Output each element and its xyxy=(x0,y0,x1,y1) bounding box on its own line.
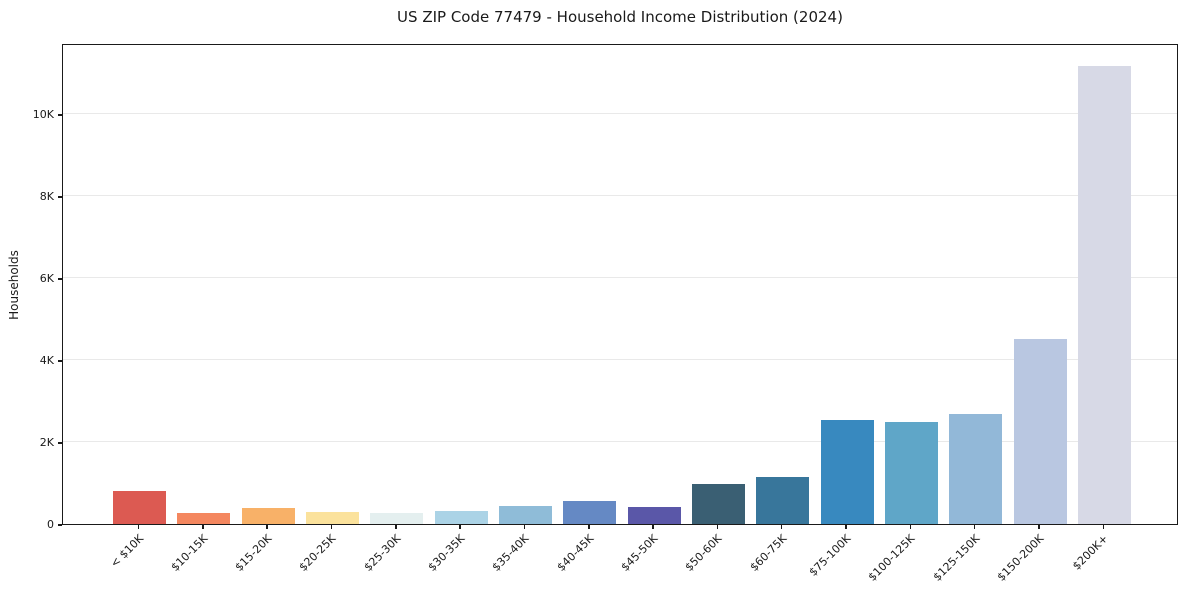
x-tick-mark-2 xyxy=(202,525,204,529)
gridline-8K xyxy=(63,194,1177,196)
x-tick-label-6: $30-35K xyxy=(425,532,468,574)
bar-3 xyxy=(241,508,295,524)
bar-5 xyxy=(370,513,424,524)
x-tick-mark-14 xyxy=(974,525,976,529)
x-tick-mark-10 xyxy=(716,525,719,529)
x-tick-label-9: $45-50K xyxy=(618,532,661,574)
y-tick-label-6K: 6K xyxy=(39,271,54,285)
x-tick-label-15: $150-200K xyxy=(994,532,1047,584)
x-tick-label-8: $40-45K xyxy=(554,532,597,574)
y-tick-mark-6K xyxy=(58,278,62,280)
x-tick-label-5: $25-30K xyxy=(361,532,404,574)
bar-7 xyxy=(498,505,552,524)
y-tick-mark-0 xyxy=(58,524,62,526)
x-tick-mark-7 xyxy=(523,525,526,529)
x-tick-label-13: $100-125K xyxy=(865,532,918,584)
bar-9 xyxy=(627,506,681,524)
gridline-2K xyxy=(63,441,1177,442)
bar-4 xyxy=(305,512,359,524)
bar-10 xyxy=(691,484,745,524)
bar-2 xyxy=(177,512,231,524)
x-tick-label-11: $60-75K xyxy=(747,532,790,574)
x-axis-label-strip: < $10K $10-15K $15-20K $20-25K $25-30K $30-35… xyxy=(62,532,1178,590)
y-tick-label-2K: 2K xyxy=(39,435,54,449)
bar-12 xyxy=(820,420,874,524)
bar-1 xyxy=(113,490,166,524)
y-tick-label-10K: 10K xyxy=(32,107,54,121)
gridline-10K xyxy=(63,112,1177,114)
x-tick-mark-9 xyxy=(652,525,654,529)
chart-title: US ZIP Code 77479 - Household Income Dis… xyxy=(397,8,843,26)
y-tick-label-4K: 4K xyxy=(39,353,54,367)
x-tick-mark-16 xyxy=(1102,525,1105,529)
x-tick-mark-12 xyxy=(845,525,847,529)
bar-14 xyxy=(949,413,1003,524)
x-tick-label-4: $20-25K xyxy=(296,532,339,574)
x-tick-mark-5 xyxy=(395,525,397,529)
y-tick-mark-8K xyxy=(58,196,62,198)
y-tick-label-0: 0 xyxy=(47,518,54,531)
x-tick-mark-6 xyxy=(459,525,461,529)
bar-11 xyxy=(756,476,810,524)
x-tick-mark-1 xyxy=(137,525,140,529)
bar-8 xyxy=(563,501,617,524)
y-tick-mark-2K xyxy=(58,442,62,444)
gridline-4K xyxy=(63,358,1177,360)
bar-16 xyxy=(1077,66,1131,524)
bar-13 xyxy=(884,422,938,524)
x-tick-label-14: $125-150K xyxy=(930,532,982,584)
x-tick-label-7: $35-40K xyxy=(489,532,532,574)
plot-area xyxy=(62,44,1178,525)
x-tick-label-2: $10-15K xyxy=(168,532,211,574)
y-tick-mark-10K xyxy=(58,114,62,116)
x-tick-label-1: < $10K xyxy=(107,532,146,571)
x-tick-label-12: $75-100K xyxy=(806,532,854,579)
y-tick-mark-4K xyxy=(58,360,62,362)
x-tick-mark-11 xyxy=(781,525,783,529)
x-tick-label-10: $50-60K xyxy=(682,532,725,574)
y-tick-label-8K: 8K xyxy=(39,189,54,203)
x-tick-mark-8 xyxy=(588,525,590,529)
x-tick-mark-4 xyxy=(330,525,333,529)
gridline-6K xyxy=(63,276,1177,278)
bar-15 xyxy=(1013,339,1067,524)
x-tick-mark-3 xyxy=(266,525,268,529)
x-tick-label-3: $15-20K xyxy=(232,532,275,574)
x-tick-mark-15 xyxy=(1038,525,1040,529)
bar-6 xyxy=(434,510,488,524)
x-tick-mark-13 xyxy=(909,525,912,529)
x-tick-label-16: $200K+ xyxy=(1070,532,1111,573)
